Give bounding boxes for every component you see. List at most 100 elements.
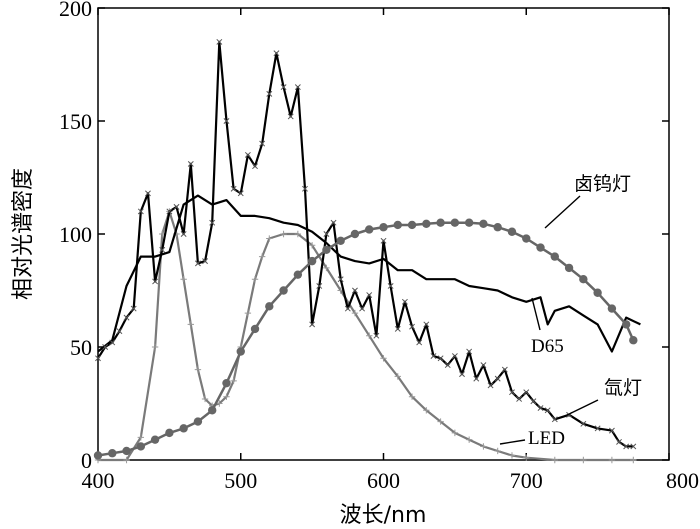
data-point — [480, 362, 487, 369]
data-point — [293, 270, 303, 279]
data-point — [550, 252, 559, 261]
data-point — [302, 185, 308, 192]
data-point — [294, 84, 301, 91]
y-tick-label: 200 — [59, 0, 92, 21]
data-point — [266, 90, 273, 97]
x-axis: 400 500 600 700 800 — [82, 8, 699, 493]
data-point — [309, 321, 316, 328]
data-point — [465, 436, 473, 443]
data-point — [137, 208, 144, 215]
data-point — [130, 305, 137, 312]
data-point — [380, 355, 387, 362]
label-leader-line — [544, 195, 581, 229]
data-point — [173, 203, 180, 210]
data-point — [136, 442, 146, 451]
data-point — [401, 298, 408, 305]
data-point — [423, 321, 430, 328]
data-point — [551, 416, 558, 423]
data-point — [437, 355, 444, 362]
data-point — [194, 366, 202, 373]
data-point — [180, 276, 187, 283]
x-tick-label: 700 — [510, 468, 543, 493]
data-point — [287, 113, 294, 120]
data-point — [608, 456, 616, 464]
data-point — [222, 378, 231, 388]
data-point — [359, 305, 366, 312]
data-point — [266, 235, 273, 242]
y-tick-label: 100 — [59, 222, 92, 247]
data-point — [209, 219, 216, 226]
data-point — [102, 344, 109, 350]
data-point — [280, 230, 287, 238]
data-point — [523, 389, 530, 396]
label-leader-line — [562, 399, 599, 418]
data-point — [621, 320, 631, 329]
data-point — [258, 253, 266, 260]
data-point — [551, 456, 558, 464]
series-label: 卤钨灯 — [574, 173, 631, 195]
y-tick-label: 50 — [70, 335, 92, 360]
label-leader-line — [499, 439, 526, 445]
data-point — [216, 400, 223, 407]
data-point — [265, 302, 274, 311]
data-point — [123, 456, 130, 464]
data-point — [244, 309, 252, 317]
data-point — [416, 339, 423, 346]
data-point — [252, 163, 258, 170]
data-point — [579, 275, 588, 284]
data-point — [616, 438, 622, 445]
data-point — [236, 347, 245, 356]
data-point — [308, 242, 316, 249]
data-point — [450, 218, 460, 227]
data-point — [366, 292, 373, 298]
data-point — [244, 151, 251, 158]
data-point — [516, 396, 523, 402]
series-line — [98, 210, 634, 462]
series-1 — [95, 38, 637, 450]
data-point — [444, 362, 451, 369]
data-point — [459, 371, 465, 378]
data-point — [323, 264, 330, 272]
data-point — [422, 219, 431, 229]
label-leader-line — [531, 297, 541, 331]
x-axis-title: 波长/nm — [340, 503, 427, 528]
y-axis-title: 相对光谱密度 — [11, 168, 36, 300]
data-point — [451, 429, 459, 437]
data-point — [387, 283, 394, 289]
data-point — [480, 443, 487, 450]
data-point — [250, 324, 260, 334]
data-point — [409, 323, 416, 330]
data-point — [202, 258, 209, 265]
data-point — [507, 227, 517, 236]
data-point — [629, 336, 638, 345]
data-point — [187, 321, 194, 328]
data-point — [407, 220, 417, 230]
data-point — [216, 38, 223, 45]
data-point — [464, 218, 474, 227]
data-point — [350, 229, 360, 239]
data-point — [393, 220, 402, 230]
data-point — [280, 84, 287, 91]
series-labels: D65 氙灯 LED 卤钨灯 — [499, 173, 642, 449]
data-point — [494, 375, 501, 382]
data-point — [522, 234, 531, 243]
data-point — [373, 332, 380, 339]
series-0 — [97, 194, 641, 353]
data-point — [351, 309, 359, 317]
data-point — [137, 434, 145, 441]
data-point — [473, 375, 480, 382]
data-point — [150, 435, 160, 444]
x-tick-label: 800 — [666, 468, 699, 493]
data-point — [509, 389, 515, 396]
data-point — [322, 245, 331, 255]
data-point — [294, 230, 302, 238]
data-point — [108, 449, 117, 458]
series-2 — [94, 208, 637, 464]
data-point — [95, 355, 101, 362]
y-axis: 0 50 100 150 200 — [59, 0, 669, 473]
data-point — [630, 443, 637, 450]
series-label: D65 — [531, 336, 564, 357]
data-point — [366, 332, 373, 339]
data-point — [594, 425, 601, 432]
